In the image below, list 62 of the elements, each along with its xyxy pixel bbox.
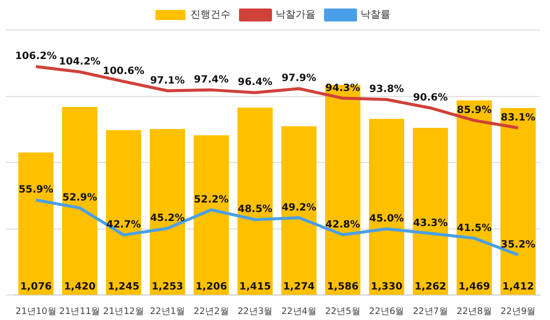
legend-label: 진행건수: [190, 10, 230, 21]
bar: [281, 126, 317, 295]
x-tick-label: 22년6월: [368, 306, 404, 317]
data-label: 97.4%: [194, 74, 229, 86]
data-label: 1,076: [20, 281, 52, 292]
x-tick-label: 22년8월: [456, 306, 492, 317]
bar: [194, 135, 229, 295]
data-label: 42.8%: [325, 219, 360, 230]
data-label: 100.6%: [102, 66, 144, 78]
data-label: 52.9%: [62, 192, 98, 204]
x-tick-label: 22년9월: [500, 306, 536, 317]
data-label: 1,274: [283, 281, 315, 292]
data-label: 97.9%: [282, 73, 316, 84]
data-label: 43.3%: [413, 218, 448, 229]
bar: [456, 100, 492, 295]
data-label: 41.5%: [456, 222, 492, 234]
x-tick-label: 22년5월: [325, 306, 360, 317]
data-label: 104.2%: [58, 56, 101, 68]
data-label: 1,262: [414, 281, 446, 292]
data-label: 96.4%: [238, 77, 272, 88]
data-label: 1,253: [152, 281, 184, 292]
data-label: 52.2%: [194, 194, 229, 206]
x-tick-label: 21년10월: [15, 306, 56, 317]
legend-label: 낙찰가율: [276, 10, 316, 21]
data-label: 85.9%: [456, 105, 492, 116]
x-tick-label: 22년1월: [150, 306, 186, 317]
data-label: 83.1%: [500, 112, 536, 124]
data-label: 93.8%: [369, 84, 404, 96]
data-label: 1,415: [239, 281, 271, 292]
legend-label: 낙찰률: [360, 10, 390, 21]
data-label: 49.2%: [282, 202, 316, 214]
x-tick-label: 22년4월: [281, 306, 317, 317]
data-label: 45.2%: [150, 212, 185, 224]
data-label: 94.3%: [325, 82, 360, 94]
bar: [237, 108, 273, 295]
data-label: 1,245: [108, 281, 140, 292]
bar: [500, 108, 536, 295]
bar: [106, 130, 142, 295]
data-label: 1,420: [64, 281, 96, 292]
data-label: 90.6%: [413, 92, 448, 104]
data-label: 1,469: [458, 281, 490, 292]
data-label: 1,586: [326, 281, 359, 292]
bar: [412, 128, 448, 295]
data-label: 35.2%: [500, 239, 536, 250]
data-label: 1,412: [502, 281, 534, 292]
bar: [62, 106, 98, 295]
x-tick-label: 21년11월: [59, 306, 100, 317]
data-label: 55.9%: [18, 184, 54, 196]
data-label: 45.0%: [369, 213, 404, 224]
x-tick-label: 22년3월: [237, 306, 273, 317]
data-label: 48.5%: [238, 204, 272, 216]
data-label: 1,206: [195, 281, 228, 292]
bar: [18, 152, 54, 295]
data-label: 97.1%: [150, 75, 185, 86]
bar: [150, 129, 186, 295]
bar: [368, 118, 404, 295]
x-tick-label: 22년7월: [412, 306, 448, 317]
x-tick-label: 22년2월: [194, 306, 229, 317]
x-tick-label: 21년12월: [103, 306, 144, 317]
data-label: 1,330: [370, 281, 402, 292]
bar: [325, 84, 360, 295]
data-label: 106.2%: [15, 51, 57, 62]
